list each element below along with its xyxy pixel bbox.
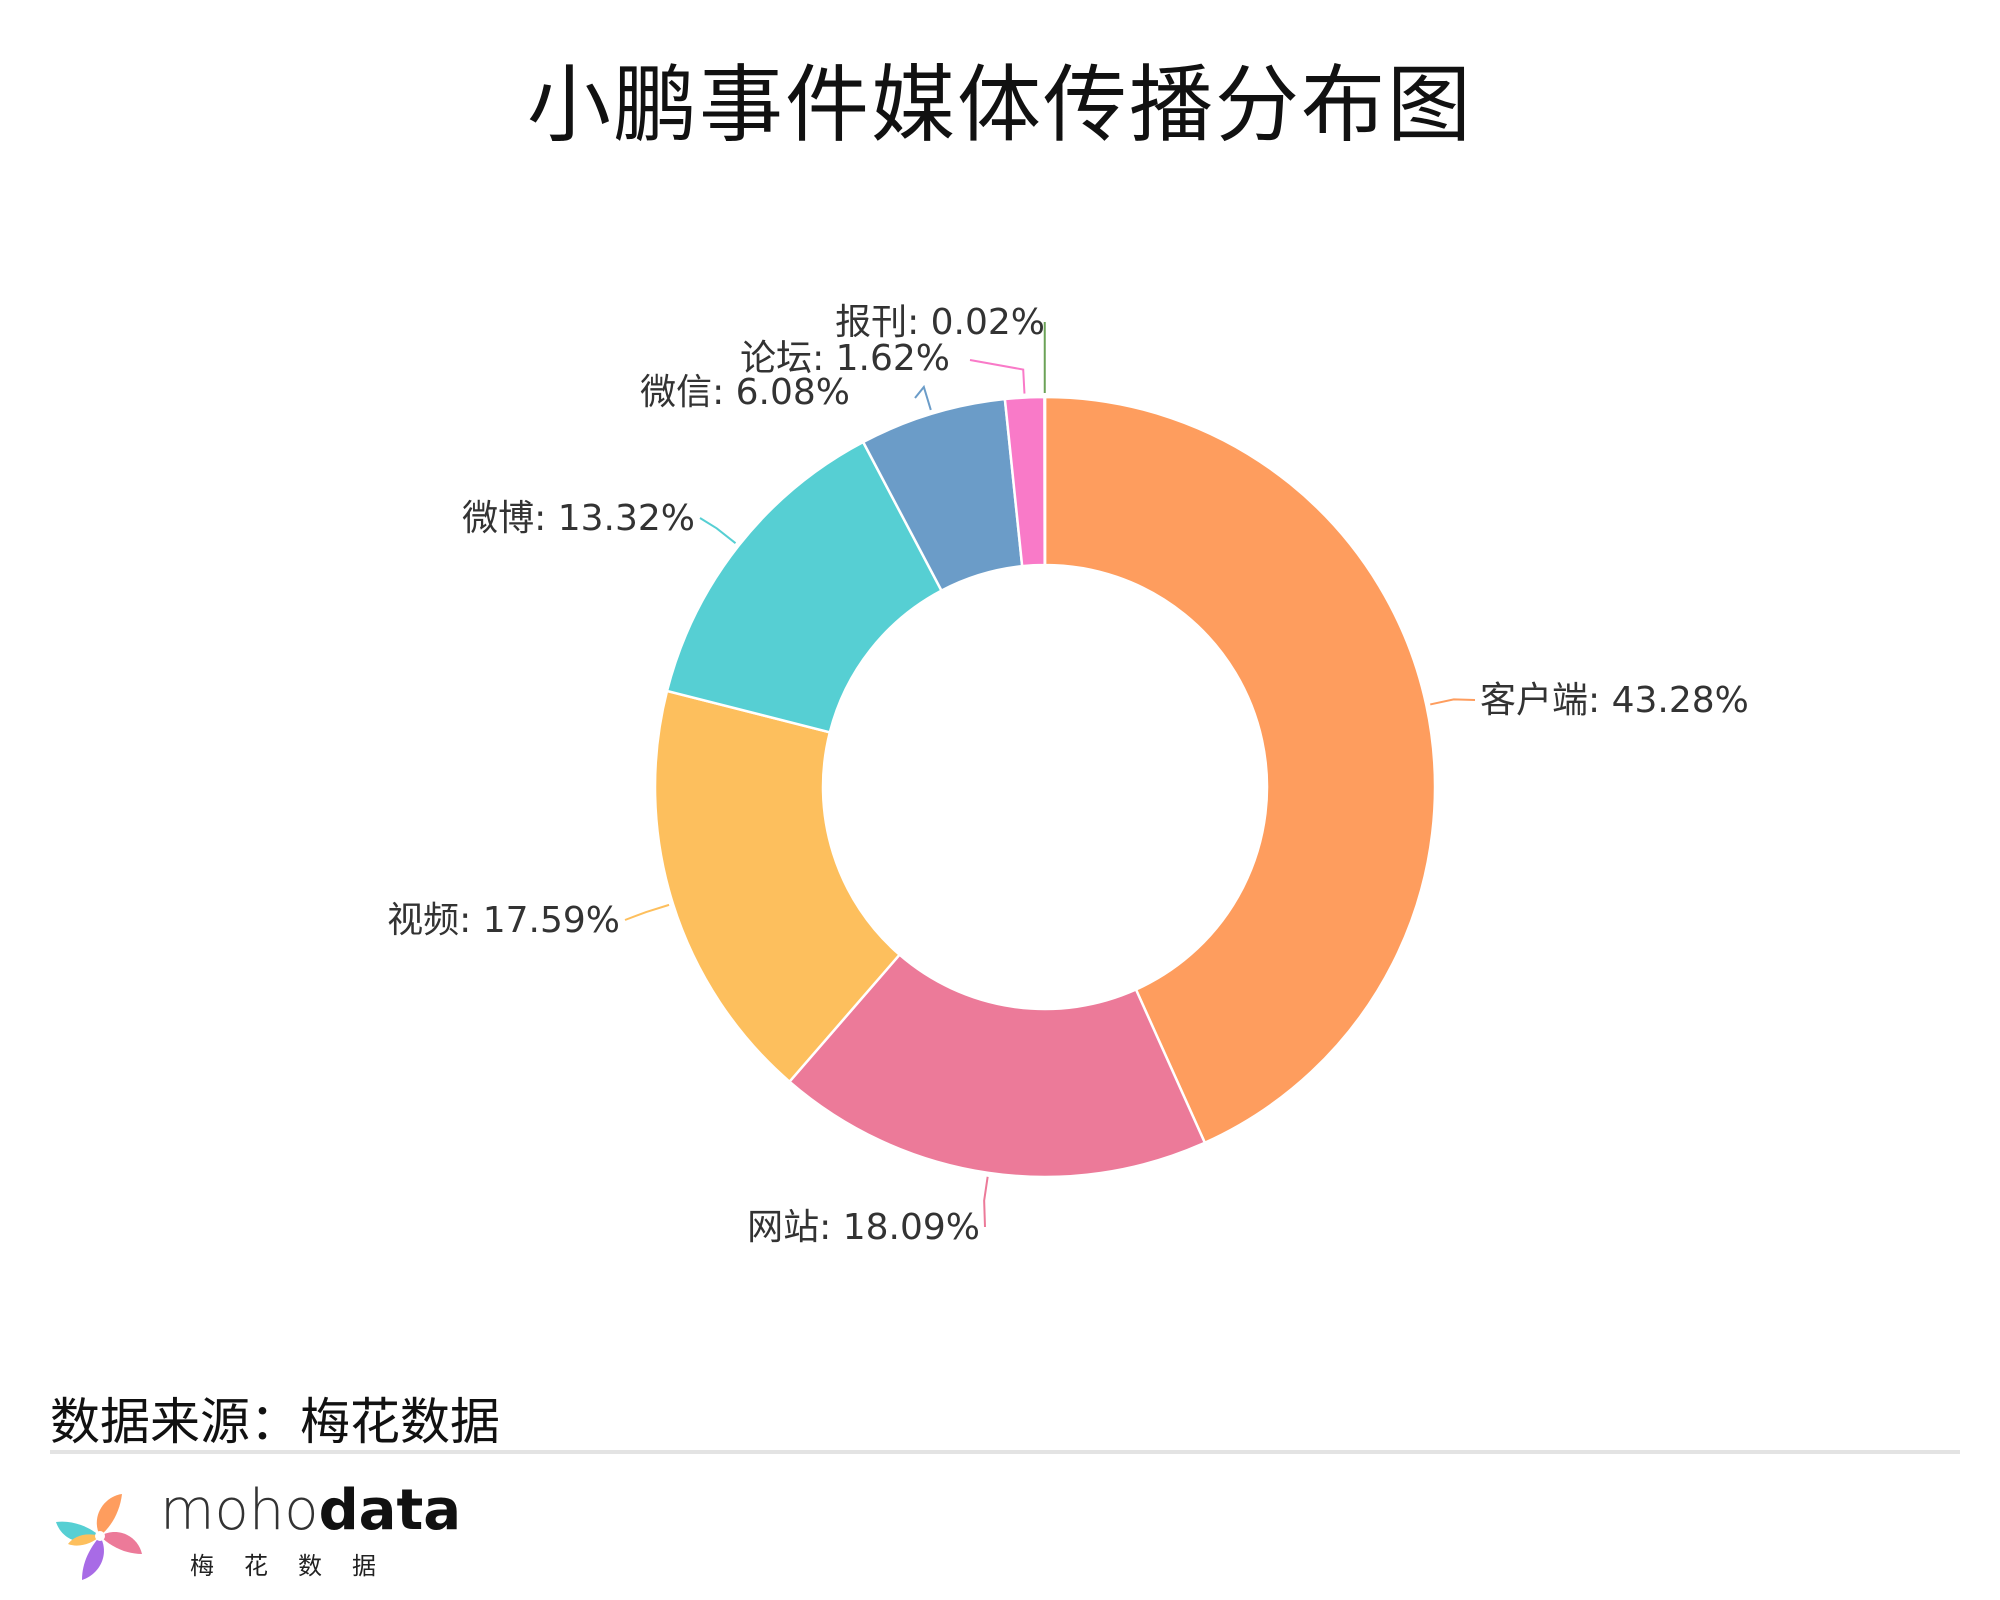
- slice-1: [787, 952, 1207, 1179]
- chart-data-labels: 客户端: 43.28% 网站: 18.09% 视频: 17.59% 微博: 13.32…: [387, 302, 1749, 1248]
- leader-line-4: [914, 384, 932, 411]
- data-label-6: 报刊: 0.02%: [835, 302, 1045, 343]
- data-source-note: 数据来源：梅花数据: [50, 1393, 500, 1451]
- brand-name-bold: data: [318, 1478, 462, 1543]
- slice-3: [665, 440, 944, 734]
- leader-line-1: [983, 1176, 989, 1228]
- data-label-5: 论坛: 1.62%: [740, 338, 950, 379]
- leader-line-3: [699, 517, 737, 544]
- slice-2: [653, 689, 902, 1084]
- chart-title: 小鹏事件媒体传播分布图: [526, 56, 1473, 154]
- footer-divider: [50, 1450, 1960, 1454]
- leader-line-2: [624, 903, 670, 921]
- data-label-4: 微信: 6.08%: [640, 372, 850, 413]
- data-label-1: 网站: 18.09%: [747, 1207, 980, 1248]
- leader-line-0: [1430, 698, 1476, 706]
- chart-slices: [653, 395, 1437, 1179]
- leader-line-5: [969, 359, 1026, 394]
- brand-name-light: moho: [160, 1478, 319, 1543]
- data-label-2: 视频: 17.59%: [387, 900, 620, 941]
- chart-leader-lines: [624, 322, 1476, 1228]
- data-label-0: 客户端: 43.28%: [1480, 680, 1749, 721]
- brand-wordmark: mohodata: [160, 1478, 461, 1543]
- pinwheel-icon: [56, 1494, 142, 1580]
- slice-0: [1043, 395, 1437, 1145]
- brand-subtitle: 梅花数据: [190, 1552, 406, 1580]
- data-label-3: 微博: 13.32%: [462, 498, 695, 539]
